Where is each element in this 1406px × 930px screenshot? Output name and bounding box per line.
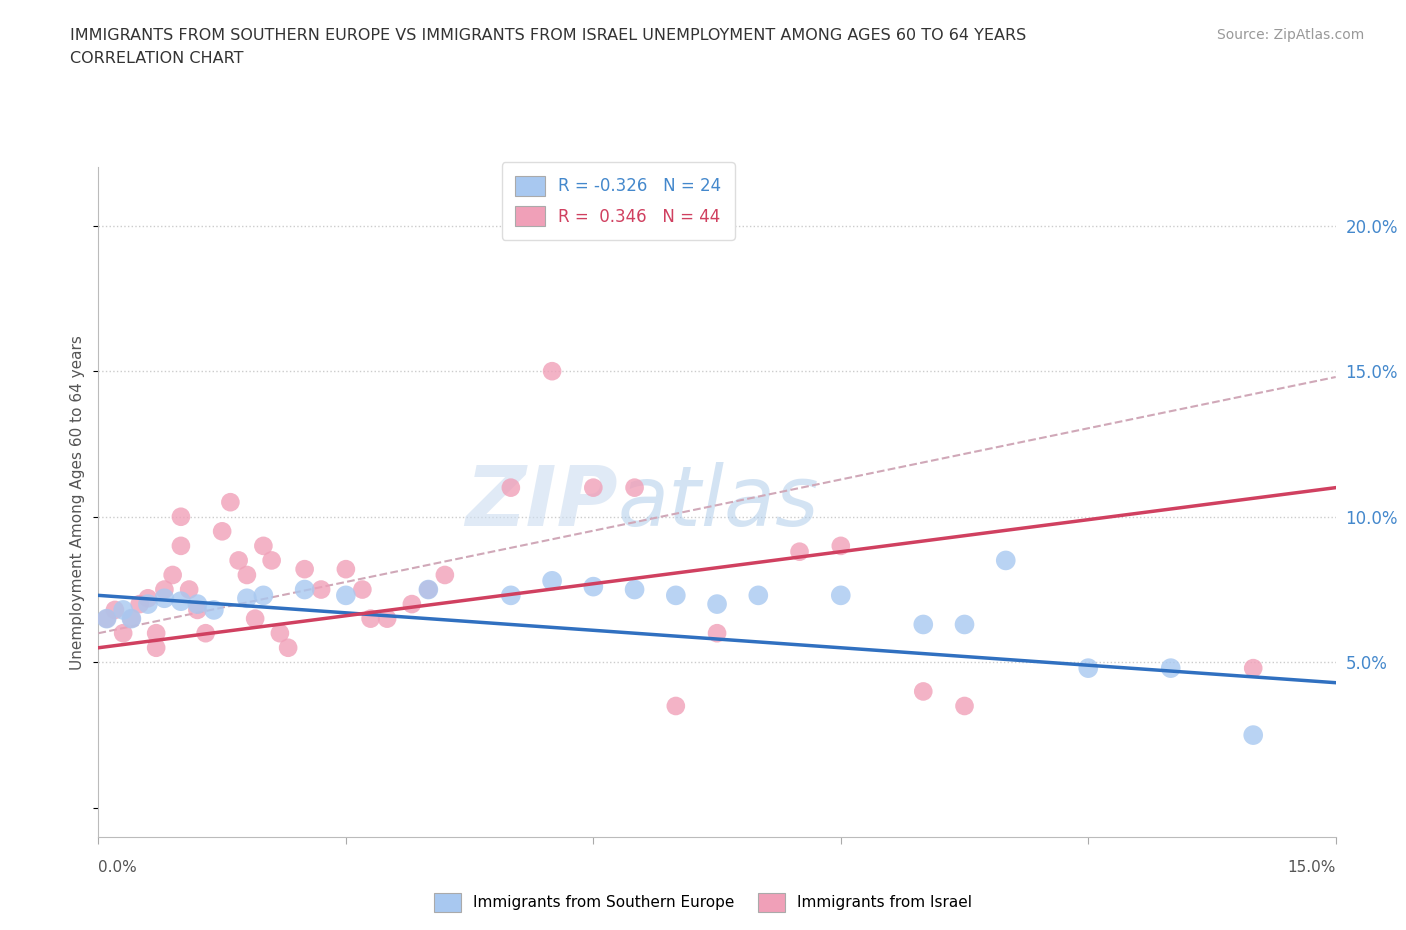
- Point: [179, 582, 201, 597]
- Point: [186, 597, 208, 612]
- Point: [186, 603, 208, 618]
- Point: [953, 617, 976, 631]
- Point: [170, 538, 193, 553]
- Point: [96, 611, 118, 626]
- Point: [194, 626, 217, 641]
- Text: IMMIGRANTS FROM SOUTHERN EUROPE VS IMMIGRANTS FROM ISRAEL UNEMPLOYMENT AMONG AGE: IMMIGRANTS FROM SOUTHERN EUROPE VS IMMIG…: [70, 28, 1026, 43]
- Point: [277, 641, 299, 656]
- Point: [136, 597, 159, 612]
- Point: [582, 480, 605, 495]
- Point: [128, 597, 150, 612]
- Point: [499, 480, 522, 495]
- Point: [541, 364, 564, 379]
- Point: [153, 582, 176, 597]
- Point: [309, 582, 332, 597]
- Y-axis label: Unemployment Among Ages 60 to 64 years: Unemployment Among Ages 60 to 64 years: [70, 335, 86, 670]
- Point: [236, 567, 259, 582]
- Point: [170, 510, 193, 525]
- Point: [418, 582, 440, 597]
- Point: [665, 588, 688, 603]
- Point: [228, 553, 250, 568]
- Point: [1077, 660, 1099, 675]
- Point: [252, 538, 274, 553]
- Point: [912, 684, 935, 698]
- Point: [953, 698, 976, 713]
- Legend: Immigrants from Southern Europe, Immigrants from Israel: Immigrants from Southern Europe, Immigra…: [427, 887, 979, 918]
- Point: [830, 588, 852, 603]
- Point: [269, 626, 291, 641]
- Point: [243, 611, 266, 626]
- Point: [96, 611, 118, 626]
- Point: [136, 591, 159, 605]
- Text: ZIP: ZIP: [465, 461, 619, 543]
- Point: [202, 603, 225, 618]
- Point: [582, 579, 605, 594]
- Point: [112, 626, 135, 641]
- Point: [219, 495, 242, 510]
- Point: [294, 562, 316, 577]
- Point: [706, 597, 728, 612]
- Point: [994, 553, 1017, 568]
- Point: [153, 591, 176, 605]
- Point: [401, 597, 423, 612]
- Point: [120, 611, 142, 626]
- Point: [360, 611, 382, 626]
- Point: [260, 553, 283, 568]
- Point: [236, 591, 259, 605]
- Point: [789, 544, 811, 559]
- Point: [433, 567, 456, 582]
- Text: Source: ZipAtlas.com: Source: ZipAtlas.com: [1216, 28, 1364, 42]
- Text: 0.0%: 0.0%: [98, 860, 138, 875]
- Point: [623, 480, 645, 495]
- Point: [352, 582, 374, 597]
- Legend: R = -0.326   N = 24, R =  0.346   N = 44: R = -0.326 N = 24, R = 0.346 N = 44: [502, 163, 735, 240]
- Point: [1241, 727, 1264, 742]
- Point: [335, 588, 357, 603]
- Point: [830, 538, 852, 553]
- Point: [541, 574, 564, 589]
- Point: [623, 582, 645, 597]
- Point: [145, 641, 167, 656]
- Point: [706, 626, 728, 641]
- Point: [112, 603, 135, 618]
- Point: [170, 593, 193, 608]
- Point: [499, 588, 522, 603]
- Point: [335, 562, 357, 577]
- Point: [375, 611, 398, 626]
- Point: [162, 567, 184, 582]
- Text: 15.0%: 15.0%: [1288, 860, 1336, 875]
- Point: [145, 626, 167, 641]
- Point: [104, 603, 127, 618]
- Point: [1241, 660, 1264, 675]
- Point: [747, 588, 769, 603]
- Text: atlas: atlas: [619, 461, 820, 543]
- Point: [665, 698, 688, 713]
- Text: CORRELATION CHART: CORRELATION CHART: [70, 51, 243, 66]
- Point: [1160, 660, 1182, 675]
- Point: [294, 582, 316, 597]
- Point: [252, 588, 274, 603]
- Point: [418, 582, 440, 597]
- Point: [211, 524, 233, 538]
- Point: [912, 617, 935, 631]
- Point: [120, 611, 142, 626]
